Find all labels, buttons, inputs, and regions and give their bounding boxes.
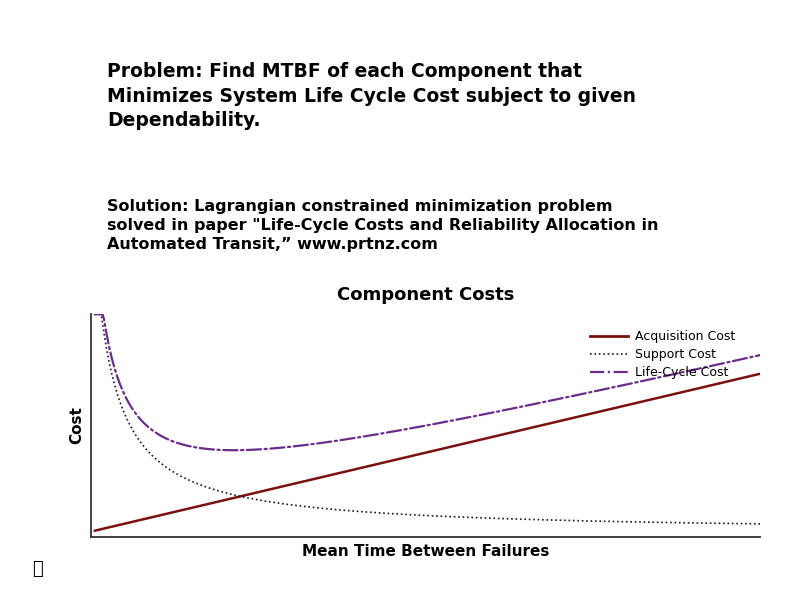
Title: Component Costs: Component Costs bbox=[337, 286, 514, 304]
Text: 🔊: 🔊 bbox=[32, 560, 43, 578]
Legend: Acquisition Cost, Support Cost, Life-Cycle Cost: Acquisition Cost, Support Cost, Life-Cyc… bbox=[585, 325, 741, 384]
Text: Problem: Find MTBF of each Component that
Minimizes System Life Cycle Cost subje: Problem: Find MTBF of each Component tha… bbox=[107, 62, 636, 130]
Text: Solution: Lagrangian constrained minimization problem
solved in paper "Life-Cycl: Solution: Lagrangian constrained minimiz… bbox=[107, 199, 658, 252]
Y-axis label: Cost: Cost bbox=[69, 407, 84, 444]
X-axis label: Mean Time Between Failures: Mean Time Between Failures bbox=[302, 544, 550, 559]
